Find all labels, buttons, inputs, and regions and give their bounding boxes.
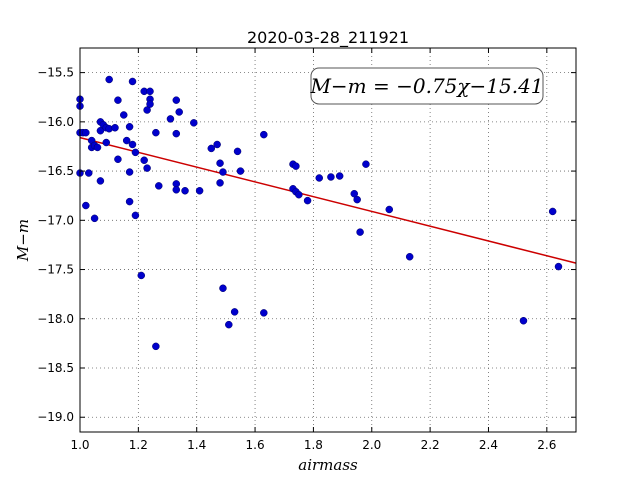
- data-point: [353, 195, 361, 204]
- annotation-box: [310, 67, 544, 105]
- data-point: [236, 167, 245, 175]
- data-point: [195, 187, 204, 195]
- fit-line: [79, 136, 577, 264]
- data-point: [190, 119, 198, 127]
- data-point: [96, 177, 105, 185]
- data-point: [111, 124, 119, 132]
- fit-annotation: M−m = −0.75χ−15.41: [309, 67, 544, 105]
- data-point: [405, 252, 414, 261]
- data-point: [350, 189, 359, 198]
- data-point: [335, 172, 344, 180]
- data-point: [131, 211, 140, 220]
- data-point: [143, 106, 151, 114]
- y-tick-label: −17.0: [37, 213, 74, 227]
- data-point: [82, 201, 90, 210]
- x-tick-label: 2.6: [537, 438, 556, 452]
- x-tick-label: 1.6: [246, 438, 265, 452]
- x-tick-label: 1.0: [70, 438, 89, 452]
- y-tick-label: −16.5: [37, 164, 74, 178]
- data-point: [233, 147, 242, 156]
- data-point: [85, 169, 93, 177]
- data-point: [120, 111, 128, 119]
- data-point: [356, 228, 364, 236]
- y-tick-label: −16.0: [37, 115, 74, 129]
- x-tick-label: 1.4: [187, 438, 206, 452]
- data-point: [122, 136, 131, 145]
- data-point: [82, 128, 90, 137]
- data-point: [105, 75, 113, 84]
- data-point: [292, 162, 300, 170]
- data-point: [172, 186, 181, 194]
- data-point: [216, 179, 224, 187]
- x-tick-label: 1.2: [129, 438, 148, 452]
- data-point: [128, 140, 137, 149]
- data-point: [219, 284, 227, 292]
- data-point: [90, 214, 99, 223]
- data-point: [172, 96, 181, 104]
- data-point: [114, 96, 122, 104]
- data-point: [213, 140, 221, 149]
- data-point: [146, 87, 154, 96]
- chart-title: 2020-03-28_211921: [247, 28, 409, 48]
- data-points: [76, 75, 563, 351]
- data-point: [315, 174, 323, 182]
- x-tick-label: 2.0: [362, 438, 381, 452]
- data-point: [155, 182, 163, 190]
- axis-ticks: 1.0 1.2 1.4 1.6 1.8 2.0 2.2 2.4 2.6 −15.5 −16.0 −16…: [37, 48, 576, 452]
- data-point: [166, 115, 175, 123]
- data-point: [225, 320, 233, 329]
- data-point: [207, 144, 216, 153]
- plot-frame: [79, 47, 577, 433]
- data-point: [114, 155, 122, 164]
- y-tick-label: −19.0: [37, 410, 74, 424]
- data-point: [172, 129, 181, 138]
- plot-area: [80, 48, 576, 432]
- data-point: [385, 205, 394, 214]
- x-tick-label: 2.2: [421, 438, 440, 452]
- data-point: [554, 262, 563, 271]
- data-point: [131, 148, 140, 157]
- data-point: [125, 197, 134, 206]
- data-point: [519, 316, 528, 325]
- y-tick-label: −18.0: [37, 312, 74, 326]
- data-point: [152, 128, 160, 137]
- x-tick-label: 2.4: [479, 438, 498, 452]
- data-point: [260, 309, 268, 317]
- data-point: [140, 156, 148, 164]
- data-point: [175, 108, 183, 116]
- y-tick-label: −15.5: [37, 66, 74, 80]
- data-point: [260, 130, 268, 139]
- y-axis-label: M−m: [14, 219, 32, 262]
- x-tick-label: 1.8: [304, 438, 323, 452]
- x-axis-label: airmass: [298, 456, 358, 474]
- data-point: [181, 187, 189, 195]
- data-point: [128, 77, 137, 86]
- data-point: [362, 160, 370, 168]
- data-point: [102, 138, 111, 147]
- data-point: [152, 342, 160, 351]
- data-point: [125, 123, 134, 131]
- data-point: [125, 168, 134, 176]
- data-point: [216, 159, 224, 167]
- data-point: [295, 190, 303, 199]
- data-point: [146, 100, 154, 108]
- data-point: [548, 207, 557, 216]
- y-tick-label: −17.5: [37, 263, 74, 277]
- y-tick-label: −18.5: [37, 361, 74, 375]
- data-point: [143, 164, 151, 172]
- data-point: [303, 196, 312, 205]
- data-point: [137, 271, 146, 280]
- data-point: [327, 173, 335, 181]
- fit-line-layer: [79, 136, 577, 264]
- data-point: [93, 143, 102, 152]
- data-point: [96, 126, 105, 135]
- fit-equation: M−m = −0.75χ−15.41: [309, 74, 543, 98]
- data-point: [230, 308, 239, 316]
- data-point: [219, 168, 227, 176]
